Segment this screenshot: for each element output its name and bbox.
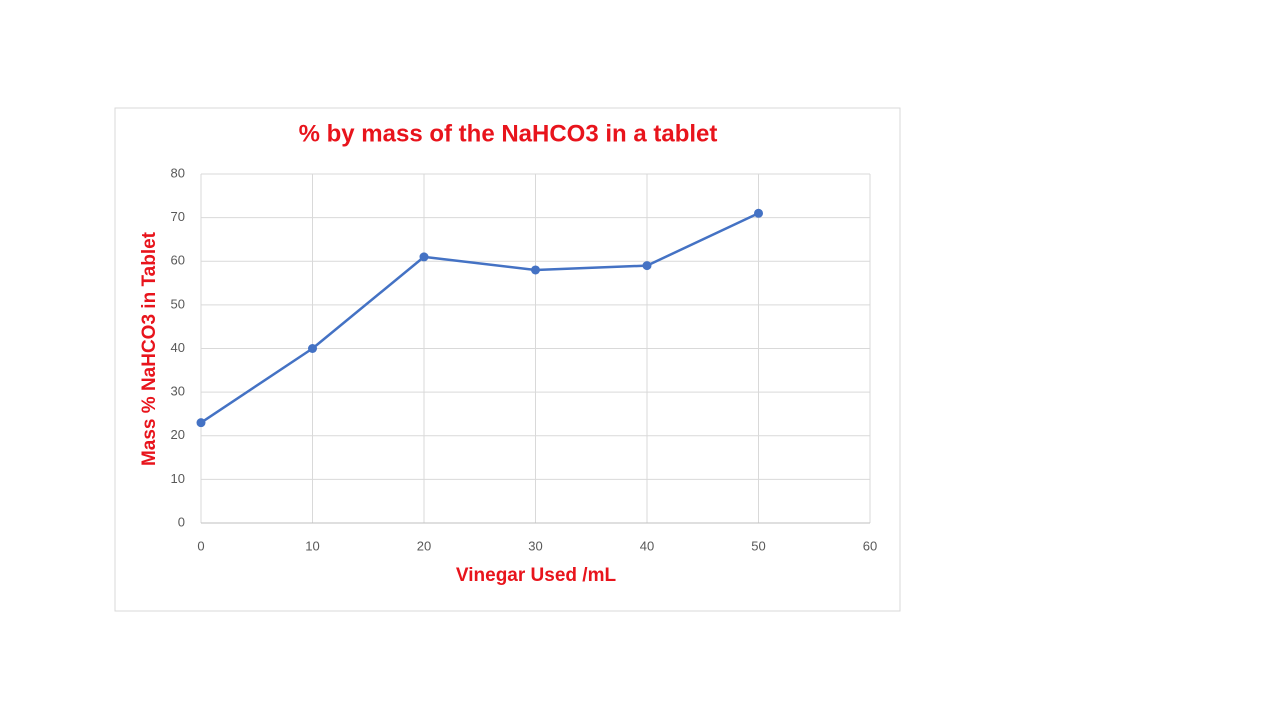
x-tick-label: 20 — [417, 538, 431, 553]
x-tick-label: 30 — [528, 538, 542, 553]
x-tick-label: 0 — [197, 538, 204, 553]
y-tick-label: 40 — [171, 340, 185, 355]
chart-title: % by mass of the NaHCO3 in a tablet — [299, 120, 718, 147]
y-tick-label: 80 — [171, 165, 185, 180]
data-point — [419, 252, 429, 262]
data-point — [642, 261, 652, 271]
y-tick-label: 20 — [171, 427, 185, 442]
data-point — [531, 265, 540, 275]
y-axis-label: Mass % NaHCO3 in Tablet — [139, 231, 160, 466]
data-line — [200, 212, 760, 424]
data-point — [308, 344, 317, 353]
x-tick-label: 50 — [751, 538, 765, 553]
x-axis-label: Vinegar Used /mL — [456, 565, 617, 586]
x-tick-label: 40 — [640, 538, 654, 553]
y-tick-label: 70 — [171, 209, 185, 224]
y-tick-label: 0 — [178, 514, 185, 529]
data-point — [754, 208, 763, 218]
y-tick-label: 10 — [171, 471, 185, 486]
x-tick-label: 10 — [305, 538, 319, 553]
y-tick-label: 50 — [171, 296, 185, 311]
y-tick-label: 60 — [171, 253, 185, 268]
x-tick-label: 60 — [863, 538, 877, 553]
chart-frame — [114, 107, 901, 612]
y-tick-label: 30 — [171, 384, 185, 399]
data-point — [196, 418, 206, 428]
